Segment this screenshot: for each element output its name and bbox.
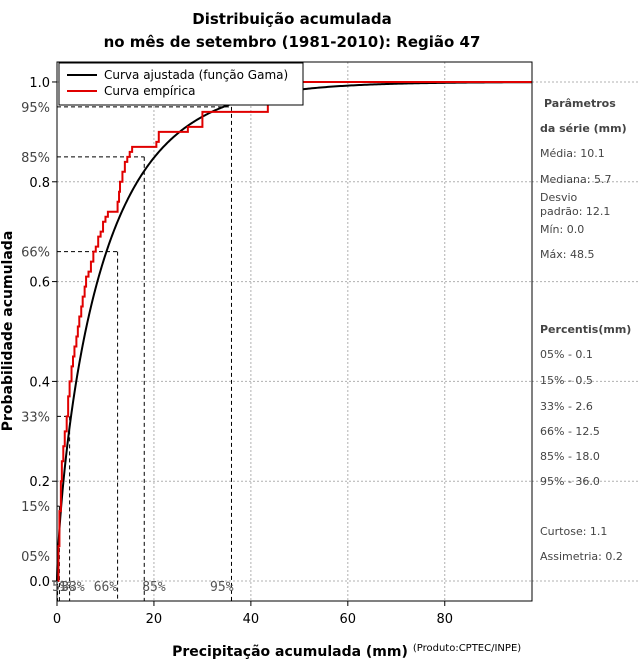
- stat-max: Máx: 48.5: [540, 248, 594, 261]
- params-header-1: Parâmetros: [544, 97, 616, 110]
- stat-assimetria: Assimetria: 0.2: [540, 550, 623, 563]
- plot-frame: [56, 61, 533, 602]
- x-tick-label: 60: [340, 612, 357, 627]
- empirical-step-line: [57, 80, 532, 583]
- credit-text: (Produto:CPTEC/INPE): [413, 643, 521, 654]
- y-percentile-label: 33%: [21, 410, 50, 425]
- percentil-33: 33% - 2.6: [540, 400, 593, 413]
- x-percentile-label: 95%: [210, 580, 234, 595]
- percentil-66: 66% - 12.5: [540, 425, 600, 438]
- stat-min: Mín: 0.0: [540, 223, 584, 236]
- y-percentile-label: 66%: [21, 246, 50, 261]
- percentil-05: 05% - 0.1: [540, 348, 593, 361]
- stat-mediana: Mediana: 5.7: [540, 173, 611, 186]
- x-tick-label: 20: [146, 612, 163, 627]
- x-percentile-label: 5%: [52, 580, 68, 595]
- gamma-fit-curve: [56, 81, 533, 582]
- y-tick-label: 0.2: [29, 475, 50, 490]
- x-axis: 0 20 40 60 80 5%1%33% 66% 85% 95%: [52, 580, 453, 627]
- percentis-header: Percentis(mm): [540, 323, 631, 336]
- params-header-2: da série (mm): [540, 122, 627, 135]
- y-tick-label: 1.0: [29, 76, 50, 91]
- empirical-layer: [57, 80, 532, 583]
- legend-label-fit: Curva ajustada (função Gama): [104, 68, 288, 82]
- gamma-fit-layer: [56, 81, 533, 582]
- y-percentile-label: 95%: [21, 101, 50, 116]
- x-axis-title: Precipitação acumulada (mm): [172, 644, 408, 660]
- side-panel: Parâmetros da série (mm) Média: 10.1 Med…: [540, 97, 631, 563]
- chart-title-line-2: no mês de setembro (1981-2010): Região 4…: [104, 33, 481, 51]
- y-percentile-label: 85%: [21, 151, 50, 166]
- stat-curtose: Curtose: 1.1: [540, 525, 607, 538]
- x-tick-label: 40: [243, 612, 260, 627]
- percentil-15: 15% - 0.5: [540, 374, 593, 387]
- stat-desvio-2: padrão: 12.1: [540, 205, 610, 218]
- y-tick-label: 0.6: [29, 276, 50, 291]
- x-percentile-label: 1%: [59, 580, 75, 595]
- stat-media: Média: 10.1: [540, 147, 605, 160]
- y-percentile-label: 15%: [21, 500, 50, 515]
- percentil-95: 95% - 36.0: [540, 475, 600, 488]
- y-tick-label: 0.0: [29, 575, 50, 590]
- stat-desvio-1: Desvio: [540, 191, 578, 204]
- x-tick-label: 80: [436, 612, 453, 627]
- percentil-85: 85% - 18.0: [540, 450, 600, 463]
- legend: Curva ajustada (função Gama) Curva empír…: [58, 62, 304, 106]
- x-percentile-label: 66%: [94, 580, 118, 595]
- legend-label-empirical: Curva empírica: [104, 84, 195, 98]
- y-axis-title: Probabilidade acumulada: [0, 231, 16, 432]
- y-tick-label: 0.8: [29, 176, 50, 191]
- legend-box: [58, 62, 304, 106]
- chart-title-line-1: Distribuição acumulada: [192, 10, 391, 28]
- y-tick-label: 0.4: [29, 375, 50, 390]
- y-percentile-label: 05%: [21, 550, 50, 565]
- x-percentile-label: 85%: [142, 580, 166, 595]
- x-percentile-label: 33%: [61, 580, 85, 595]
- y-axis: 0.0 0.2 0.4 0.6 0.8 1.0 05% 15% 33% 66% 85% 95%: [21, 76, 57, 590]
- percentile-guides: [56, 106, 232, 601]
- x-tick-label: 0: [53, 612, 61, 627]
